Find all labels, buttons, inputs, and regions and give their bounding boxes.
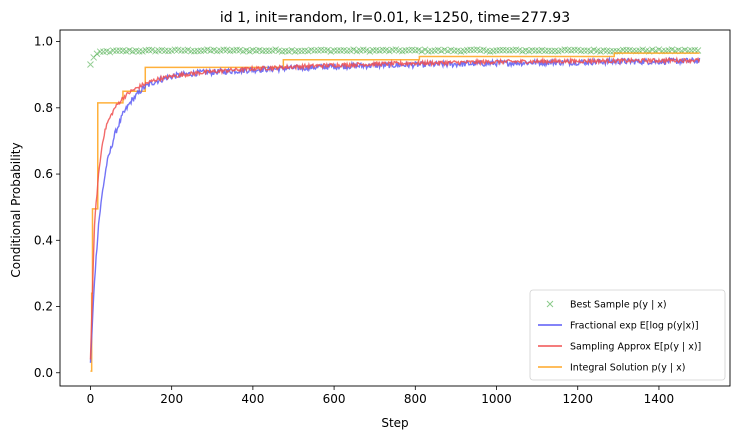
data-point	[106, 48, 114, 56]
data-point	[87, 61, 94, 68]
data-point	[96, 48, 104, 56]
data-point	[194, 47, 202, 55]
data-point	[369, 46, 377, 54]
legend-box	[529, 289, 726, 381]
y-tick-label: 1.0	[34, 35, 53, 49]
data-point	[165, 47, 172, 55]
series-best-sample	[87, 46, 702, 68]
axis-ticks: 0 200 400 600 800 1000 1200 1400 0.0 0.2 0.4 0.6 0.8…	[34, 35, 674, 406]
plot-area	[87, 46, 702, 372]
x-tick-label: 1000	[481, 392, 512, 406]
x-tick-label: 600	[323, 392, 346, 406]
x-tick-label: 800	[404, 392, 427, 406]
data-point	[333, 47, 341, 54]
y-tick-label: 0.6	[34, 167, 53, 181]
data-point	[623, 46, 630, 54]
data-point	[178, 47, 185, 55]
data-point	[580, 47, 588, 54]
chart-title: id 1, init=random, lr=0.01, k=1250, time…	[220, 10, 570, 26]
data-point	[655, 46, 663, 53]
series-integral-solution	[90, 52, 700, 372]
data-point	[113, 47, 120, 55]
data-point	[496, 46, 504, 54]
data-point	[350, 46, 357, 53]
y-axis-label: Conditional Probability	[9, 142, 23, 277]
data-point	[145, 46, 153, 54]
x-tick-label: 200	[160, 392, 183, 406]
legend-entry: Sampling Approx E[p(y | x)]	[570, 342, 701, 353]
legend-entry: Best Sample p(y | x)	[570, 300, 667, 311]
y-tick-label: 0.4	[34, 233, 53, 247]
data-point	[116, 47, 124, 54]
data-point	[421, 46, 429, 54]
y-tick-label: 0.8	[34, 101, 53, 115]
data-point	[587, 47, 595, 55]
data-point	[541, 47, 549, 55]
plot-frame	[59, 29, 731, 387]
data-point	[93, 50, 101, 58]
data-point	[295, 47, 302, 55]
data-point	[499, 46, 507, 54]
x-tick-label: 0	[87, 392, 95, 406]
data-point	[418, 48, 426, 55]
data-point	[548, 47, 556, 55]
legend-entry: Integral Solution p(y | x)	[570, 363, 685, 374]
x-tick-label: 1200	[562, 392, 593, 406]
x-tick-label: 400	[241, 392, 264, 406]
legend-marker	[546, 300, 554, 308]
y-tick-label: 0.0	[34, 366, 53, 380]
series-sampling-approx	[89, 56, 701, 360]
data-point	[187, 47, 195, 55]
data-point	[450, 47, 458, 55]
data-point	[467, 46, 474, 54]
y-tick-label: 0.2	[34, 300, 53, 314]
legend-entry: Fractional exp E[log p(y|x)]	[570, 321, 699, 332]
x-axis-label: Step	[381, 416, 408, 430]
data-point	[262, 47, 270, 55]
legend: Best Sample p(y | x) Fractional exp E[log…	[529, 289, 726, 381]
x-tick-label: 1400	[644, 392, 675, 406]
data-point	[265, 47, 273, 55]
